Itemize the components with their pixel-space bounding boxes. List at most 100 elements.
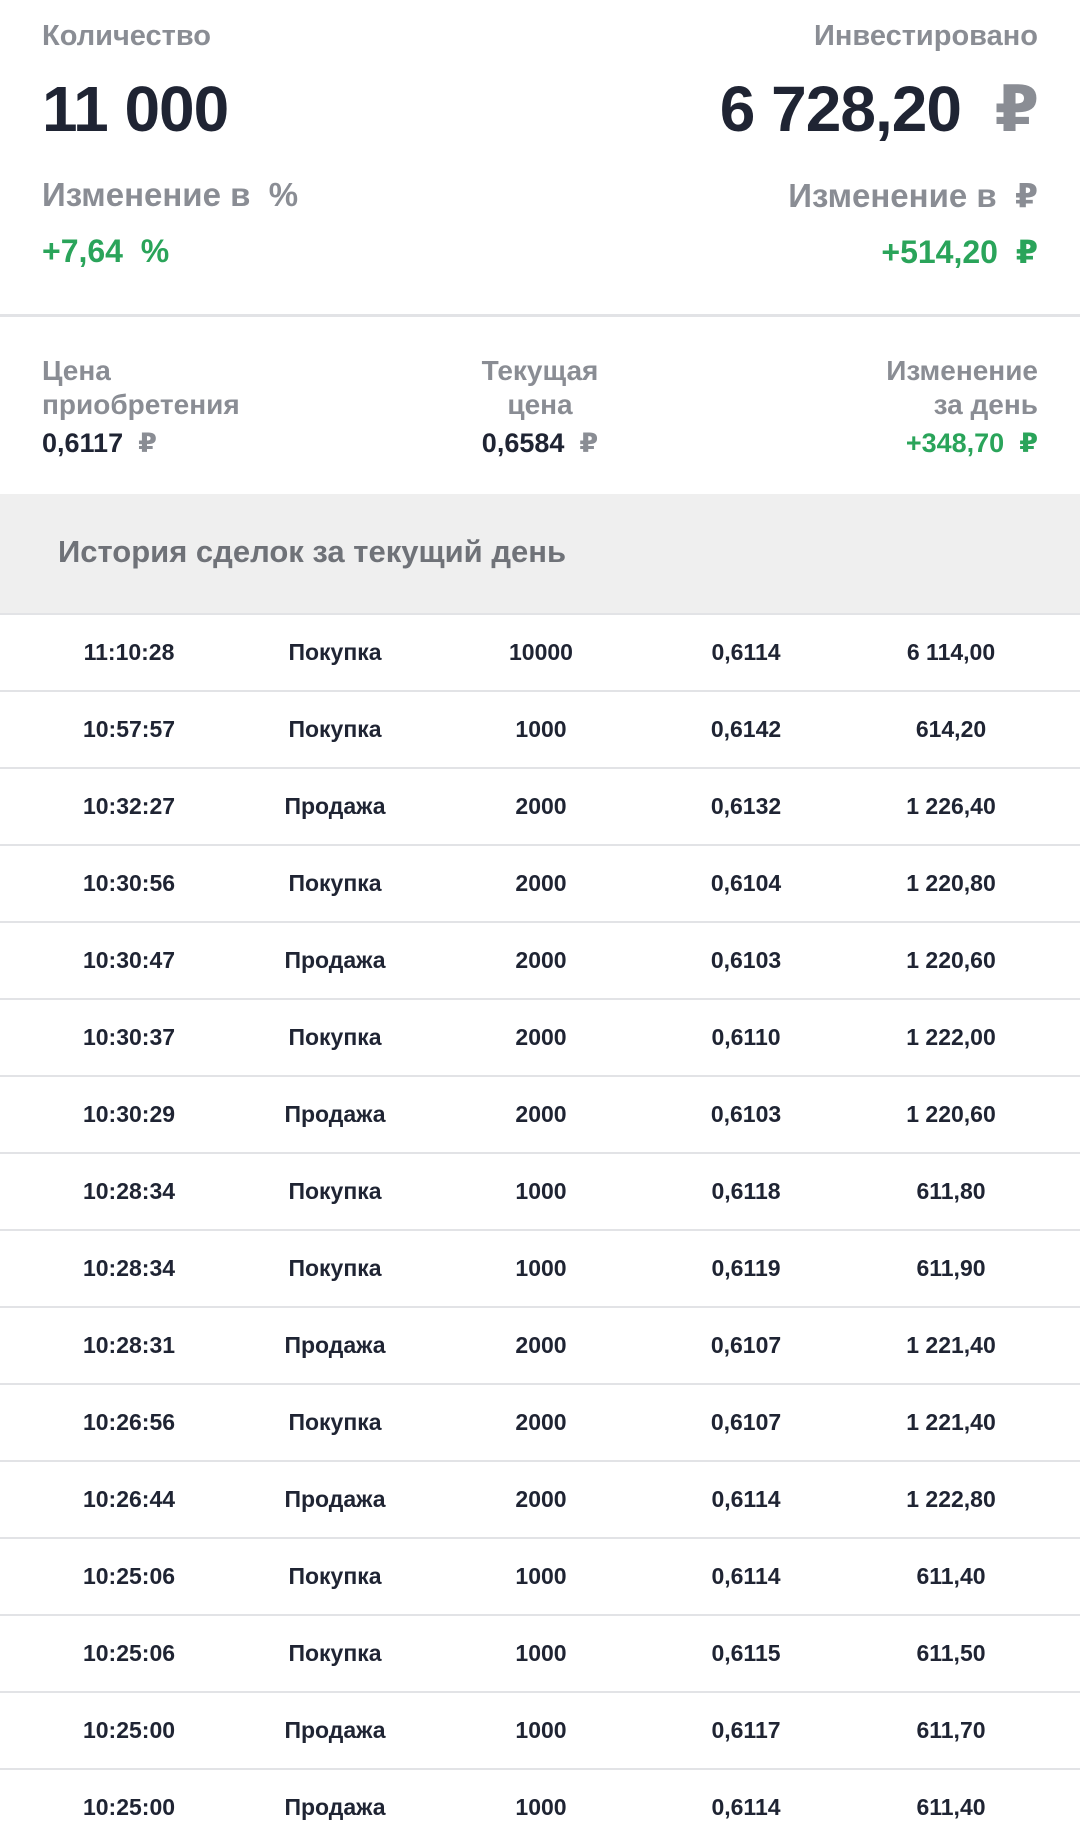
history-row: 10:28:34 Покупка 1000 0,6118 611,80 xyxy=(0,1152,1080,1229)
day-change: Изменение за день +348,70 ₽ xyxy=(838,354,1038,459)
currency: ₽ xyxy=(994,73,1039,145)
history-row: 10:32:27 Продажа 2000 0,6132 1 226,40 xyxy=(0,767,1080,844)
type: Покупка xyxy=(288,1178,382,1204)
amount: 611,40 xyxy=(916,1794,986,1820)
time: 10:30:37 xyxy=(82,1024,176,1050)
change-percent-value: +7,64 xyxy=(42,233,123,269)
currency: ₽ xyxy=(579,428,599,458)
unit: % xyxy=(268,176,299,213)
time: 10:25:06 xyxy=(82,1640,176,1666)
price: 0,6103 xyxy=(710,947,782,973)
quantity: 1000 xyxy=(515,1717,567,1743)
amount: 1 226,40 xyxy=(906,793,996,819)
quantity: 1000 xyxy=(515,1640,567,1666)
type: Покупка xyxy=(288,1024,382,1050)
type: Продажа xyxy=(284,1332,386,1358)
quantity: 2000 xyxy=(515,1101,567,1127)
quantity: 2000 xyxy=(515,1409,567,1435)
invested-label: Инвестировано xyxy=(814,20,1038,52)
time: 10:30:29 xyxy=(82,1101,176,1127)
time: 10:57:57 xyxy=(82,716,176,742)
price: 0,6142 xyxy=(710,716,782,742)
purchase-price: Цена приобретения 0,6117 ₽ xyxy=(42,354,302,459)
change-rub-label: Изменение в ₽ xyxy=(788,176,1038,215)
quantity: 2000 xyxy=(515,1486,567,1512)
price: 0,6114 xyxy=(711,1563,781,1589)
history-header: История сделок за текущий день xyxy=(0,494,1080,613)
quantity: 1000 xyxy=(515,1794,567,1820)
history-row: 10:26:56 Покупка 2000 0,6107 1 221,40 xyxy=(0,1383,1080,1460)
quantity-value: 11 000 xyxy=(42,73,229,145)
amount: 1 220,80 xyxy=(906,870,996,896)
amount: 1 221,40 xyxy=(906,1409,996,1435)
amount: 6 114,00 xyxy=(906,639,996,665)
type: Продажа xyxy=(284,1486,386,1512)
history-row: 10:25:00 Продажа 1000 0,6117 611,70 xyxy=(0,1691,1080,1768)
purchase-value: 0,6117 xyxy=(42,428,124,458)
quantity: 2000 xyxy=(515,1332,567,1358)
time: 10:30:47 xyxy=(82,947,176,973)
price: 0,6117 ₽ xyxy=(42,428,302,459)
price: 0,6115 xyxy=(711,1640,781,1666)
amount: 611,40 xyxy=(916,1563,986,1589)
invested-value: 6 728,20 xyxy=(719,73,962,145)
price: 0,6110 xyxy=(711,1024,781,1050)
history-row: 10:30:37 Покупка 2000 0,6110 1 222,00 xyxy=(0,998,1080,1075)
time: 11:10:28 xyxy=(83,639,175,665)
time: 10:25:00 xyxy=(82,1717,176,1743)
history-title: История сделок за текущий день xyxy=(58,534,567,569)
history-row: 10:30:29 Продажа 2000 0,6103 1 220,60 xyxy=(0,1075,1080,1152)
type: Покупка xyxy=(288,639,382,665)
purchase-label: Цена приобретения xyxy=(42,355,240,420)
time: 10:30:56 xyxy=(82,870,176,896)
amount: 611,80 xyxy=(916,1178,986,1204)
quantity: 1000 xyxy=(515,1255,567,1281)
type: Покупка xyxy=(288,1409,382,1435)
time: 10:25:00 xyxy=(82,1794,176,1820)
history-row: 10:28:34 Покупка 1000 0,6119 611,90 xyxy=(0,1229,1080,1306)
quantity: 10000 xyxy=(509,639,573,665)
history-row: 10:57:57 Покупка 1000 0,6142 614,20 xyxy=(0,690,1080,767)
amount: 1 222,80 xyxy=(906,1486,996,1512)
price: 0,6114 xyxy=(711,1794,781,1820)
price: 0,6584 ₽ xyxy=(440,428,640,459)
history-row: 11:10:28 Покупка 10000 0,6114 6 114,00 xyxy=(0,613,1080,690)
history-row: 10:30:56 Покупка 2000 0,6104 1 220,80 xyxy=(0,844,1080,921)
quantity: 2000 xyxy=(515,947,567,973)
history-row: 10:25:06 Покупка 1000 0,6115 611,50 xyxy=(0,1614,1080,1691)
amount: 611,90 xyxy=(916,1255,986,1281)
amount: 611,50 xyxy=(916,1640,986,1666)
price: 0,6118 xyxy=(711,1178,781,1204)
history-row: 10:25:00 Продажа 1000 0,6114 611,40 xyxy=(0,1768,1080,1845)
amount: 1 220,60 xyxy=(906,947,996,973)
label: Изменение в xyxy=(788,177,997,214)
type: Продажа xyxy=(284,947,386,973)
amount: 1 220,60 xyxy=(906,1101,996,1127)
quantity-label: Количество xyxy=(42,20,212,52)
amount: 1 221,40 xyxy=(906,1332,996,1358)
day-change-label: Изменение за день xyxy=(886,355,1038,420)
type: Продажа xyxy=(284,1717,386,1743)
price: 0,6107 xyxy=(710,1409,782,1435)
time: 10:26:44 xyxy=(82,1486,176,1512)
price: 0,6114 xyxy=(711,639,781,665)
currency: ₽ xyxy=(1015,234,1038,270)
type: Покупка xyxy=(288,1255,382,1281)
unit: % xyxy=(140,233,170,269)
price: 0,6119 xyxy=(711,1255,781,1281)
history-table: 11:10:28 Покупка 10000 0,6114 6 114,00 10:57:… xyxy=(0,613,1080,1845)
currency: ₽ xyxy=(138,428,157,458)
change-rub: +514,20 ₽ xyxy=(881,233,1038,271)
price: 0,6117 xyxy=(711,1717,781,1743)
history-row: 10:26:44 Продажа 2000 0,6114 1 222,80 xyxy=(0,1460,1080,1537)
time: 10:28:34 xyxy=(82,1255,176,1281)
invested: 6 728,20 ₽ xyxy=(719,72,1039,147)
price: 0,6107 xyxy=(710,1332,782,1358)
type: Продажа xyxy=(284,793,386,819)
price: 0,6103 xyxy=(710,1101,782,1127)
currency: ₽ xyxy=(1015,177,1038,214)
history-row: 10:30:47 Продажа 2000 0,6103 1 220,60 xyxy=(0,921,1080,998)
history-row: 10:25:06 Покупка 1000 0,6114 611,40 xyxy=(0,1537,1080,1614)
price: 0,6104 xyxy=(710,870,782,896)
type: Продажа xyxy=(284,1101,386,1127)
